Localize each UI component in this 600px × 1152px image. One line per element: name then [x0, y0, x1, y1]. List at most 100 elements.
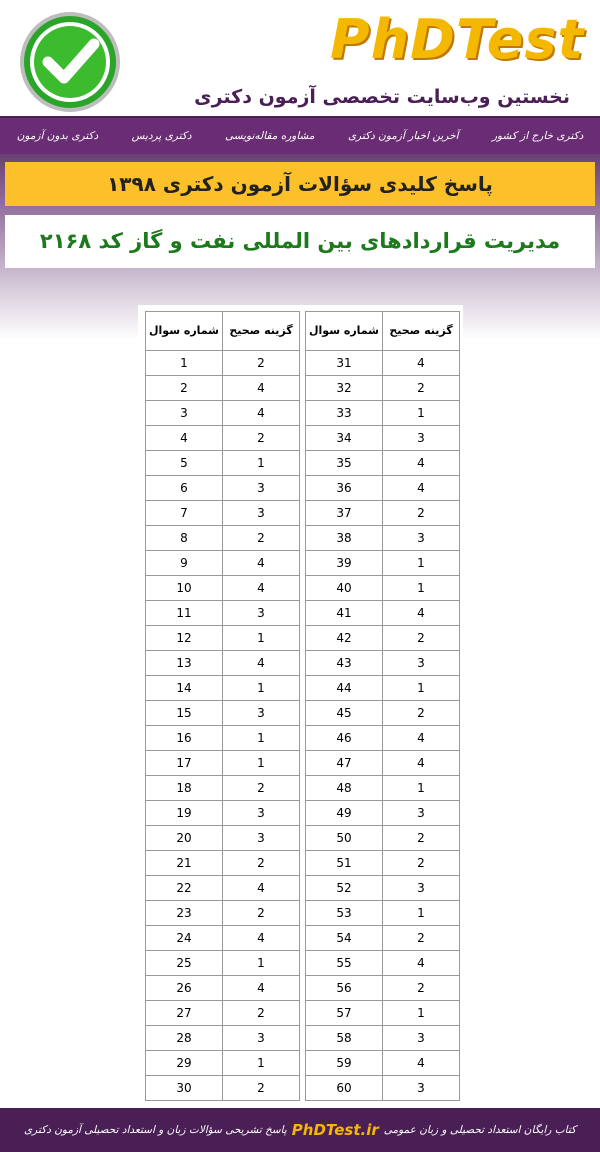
row: 36 4 — [305, 475, 460, 501]
question-number: 20 — [145, 825, 223, 851]
question-number: 29 — [145, 1050, 223, 1076]
row: 24 4 — [145, 925, 300, 951]
row: 35 4 — [305, 450, 460, 476]
answer: 1 — [382, 900, 460, 926]
footer-brand[interactable]: PhDTest.ir — [291, 1121, 379, 1139]
nav-item[interactable]: دکتری خارج از کشور — [491, 130, 584, 142]
row: 48 1 — [305, 775, 460, 801]
answer: 4 — [222, 400, 300, 426]
row: 43 3 — [305, 650, 460, 676]
answer: 2 — [382, 975, 460, 1001]
nav-item[interactable]: دکتری پردیس — [131, 130, 192, 142]
row: 17 1 — [145, 750, 300, 776]
answer: 3 — [222, 825, 300, 851]
row: 49 3 — [305, 800, 460, 826]
question-number: 51 — [305, 850, 383, 876]
row: 59 4 — [305, 1050, 460, 1076]
banner-subject: مدیریت قراردادهای بین المللی نفت و گاز ک… — [5, 215, 595, 268]
answer: 4 — [382, 350, 460, 376]
question-number: 49 — [305, 800, 383, 826]
question-number: 18 — [145, 775, 223, 801]
row: 42 2 — [305, 625, 460, 651]
row: 26 4 — [145, 975, 300, 1001]
row: 30 2 — [145, 1075, 300, 1101]
row: 23 2 — [145, 900, 300, 926]
answer: 3 — [222, 700, 300, 726]
row: 15 3 — [145, 700, 300, 726]
footer-text: کتاب رایگان استعداد تحصیلی و زبان عمومی — [383, 1124, 576, 1136]
answer: 4 — [382, 950, 460, 976]
answer: 4 — [382, 725, 460, 751]
answer: 1 — [222, 675, 300, 701]
answer: 1 — [222, 625, 300, 651]
row: 33 1 — [305, 400, 460, 426]
row: 53 1 — [305, 900, 460, 926]
answer: 2 — [382, 375, 460, 401]
answer: 4 — [222, 375, 300, 401]
question-number: 53 — [305, 900, 383, 926]
question-number: 7 — [145, 500, 223, 526]
row: 50 2 — [305, 825, 460, 851]
nav-item[interactable]: دکتری بدون آزمون — [16, 130, 99, 142]
header-cell: گزینه صحیح — [222, 311, 300, 351]
row: 16 1 — [145, 725, 300, 751]
answer: 3 — [222, 800, 300, 826]
question-number: 26 — [145, 975, 223, 1001]
row: 25 1 — [145, 950, 300, 976]
question-number: 44 — [305, 675, 383, 701]
answer: 3 — [222, 1025, 300, 1051]
question-number: 60 — [305, 1075, 383, 1101]
question-number: 28 — [145, 1025, 223, 1051]
answer: 2 — [222, 900, 300, 926]
question-number: 46 — [305, 725, 383, 751]
nav-item[interactable]: آخرین اخبار آزمون دکتری — [347, 130, 459, 142]
question-number: 13 — [145, 650, 223, 676]
question-number: 10 — [145, 575, 223, 601]
question-number: 37 — [305, 500, 383, 526]
header-cell: گزینه صحیح — [382, 311, 460, 351]
row: 46 4 — [305, 725, 460, 751]
header-cell: شماره سوال — [305, 311, 383, 351]
row: 39 1 — [305, 550, 460, 576]
question-number: 47 — [305, 750, 383, 776]
answer: 1 — [222, 1050, 300, 1076]
question-number: 57 — [305, 1000, 383, 1026]
row: 14 1 — [145, 675, 300, 701]
question-number: 42 — [305, 625, 383, 651]
question-number: 16 — [145, 725, 223, 751]
question-number: 3 — [145, 400, 223, 426]
question-number: 59 — [305, 1050, 383, 1076]
question-number: 21 — [145, 850, 223, 876]
question-number: 34 — [305, 425, 383, 451]
row: 47 4 — [305, 750, 460, 776]
answer: 2 — [222, 425, 300, 451]
question-number: 24 — [145, 925, 223, 951]
answer: 3 — [382, 1075, 460, 1101]
nav-item[interactable]: مشاوره مقاله‌نویسی — [225, 130, 315, 142]
answer: 3 — [382, 1025, 460, 1051]
row: 18 2 — [145, 775, 300, 801]
answer: 2 — [382, 825, 460, 851]
question-number: 22 — [145, 875, 223, 901]
question-number: 56 — [305, 975, 383, 1001]
answer: 3 — [382, 650, 460, 676]
answer: 2 — [222, 775, 300, 801]
row: 51 2 — [305, 850, 460, 876]
answer: 1 — [382, 675, 460, 701]
answer: 4 — [222, 650, 300, 676]
answer: 1 — [382, 1000, 460, 1026]
row: 37 2 — [305, 500, 460, 526]
banner-title: پاسخ کلیدی سؤالات آزمون دکتری ۱۳۹۸ — [5, 162, 595, 206]
question-number: 17 — [145, 750, 223, 776]
answer: 2 — [222, 525, 300, 551]
answer: 1 — [222, 950, 300, 976]
question-number: 38 — [305, 525, 383, 551]
question-number: 43 — [305, 650, 383, 676]
nav-bar: دکتری خارج از کشور آخرین اخبار آزمون دکتر… — [0, 118, 600, 154]
row: 60 3 — [305, 1075, 460, 1101]
